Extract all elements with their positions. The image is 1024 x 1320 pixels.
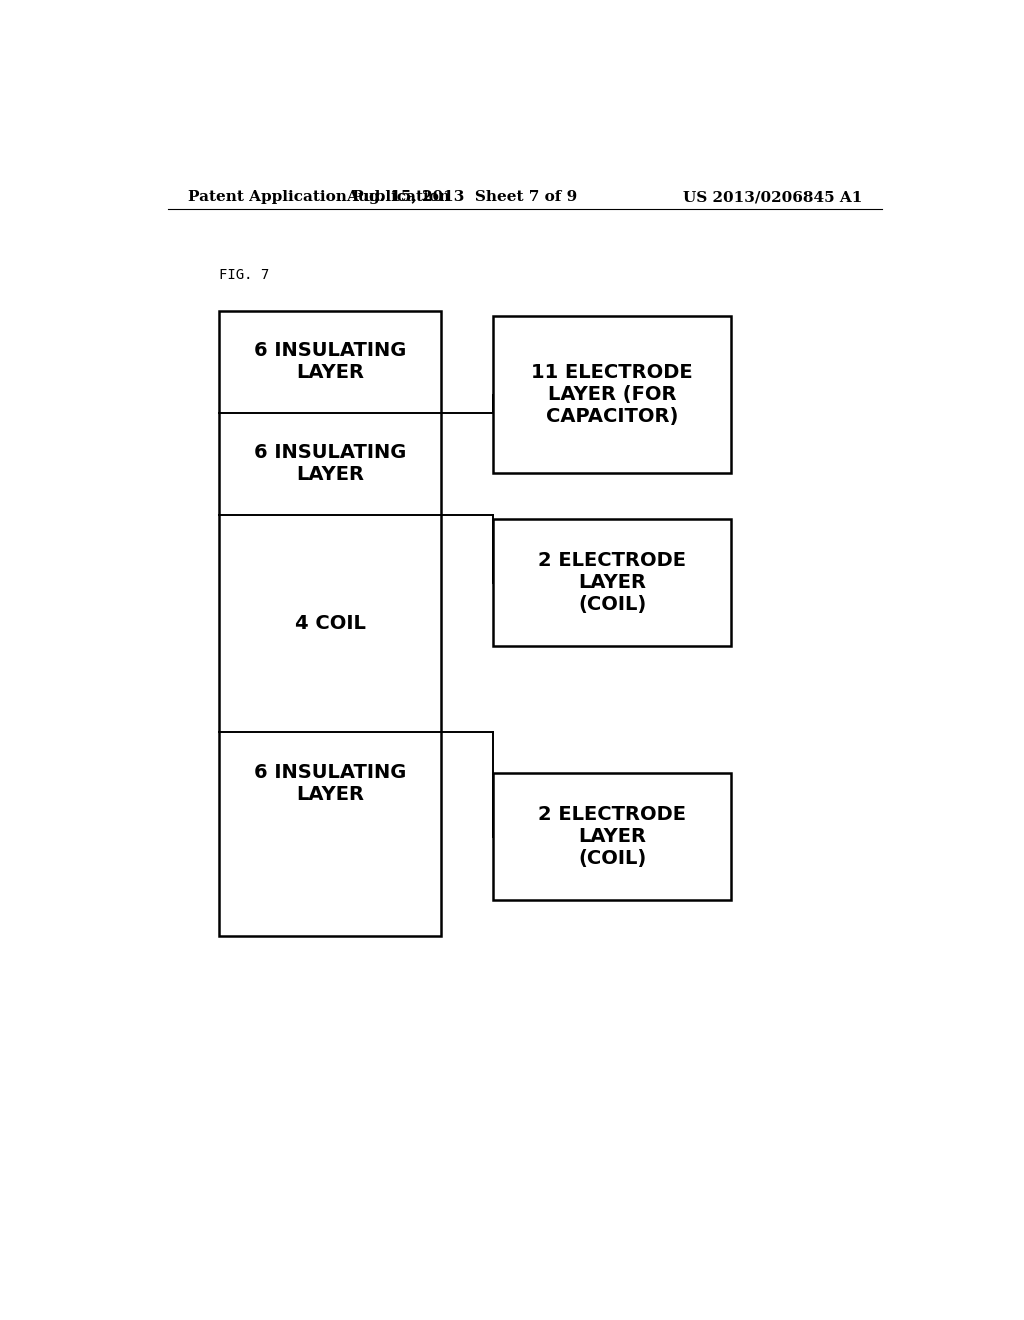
Text: Aug. 15, 2013  Sheet 7 of 9: Aug. 15, 2013 Sheet 7 of 9	[346, 190, 577, 205]
Text: 4 COIL: 4 COIL	[295, 614, 366, 632]
Text: US 2013/0206845 A1: US 2013/0206845 A1	[683, 190, 862, 205]
Text: 6 INSULATING
LAYER: 6 INSULATING LAYER	[254, 444, 407, 484]
Text: 6 INSULATING
LAYER: 6 INSULATING LAYER	[254, 342, 407, 383]
Bar	[219, 312, 441, 936]
Text: FIG. 7: FIG. 7	[219, 268, 269, 282]
Text: 11 ELECTRODE
LAYER (FOR
CAPACITOR): 11 ELECTRODE LAYER (FOR CAPACITOR)	[531, 363, 693, 426]
Text: Patent Application Publication: Patent Application Publication	[187, 190, 450, 205]
Bar	[494, 315, 731, 474]
Text: 2 ELECTRODE
LAYER
(COIL): 2 ELECTRODE LAYER (COIL)	[538, 805, 686, 869]
Bar	[494, 774, 731, 900]
Bar	[494, 519, 731, 647]
Text: 6 INSULATING
LAYER: 6 INSULATING LAYER	[254, 763, 407, 804]
Text: 2 ELECTRODE
LAYER
(COIL): 2 ELECTRODE LAYER (COIL)	[538, 552, 686, 614]
